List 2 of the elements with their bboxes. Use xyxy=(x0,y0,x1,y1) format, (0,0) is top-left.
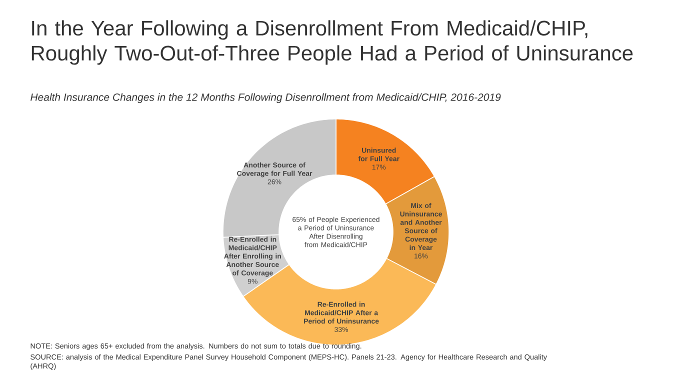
chart-title: In the Year Following a Disenrollment From Medicaid/CHIP, Roughly Two-Out-of-Three People Had a Period of Uninsurance xyxy=(32,20,633,65)
chart-subtitle: Health Insurance Changes in the 12 Months Following Disenrollment from Medicaid/CHIP, 2016-2019 xyxy=(30,93,501,103)
